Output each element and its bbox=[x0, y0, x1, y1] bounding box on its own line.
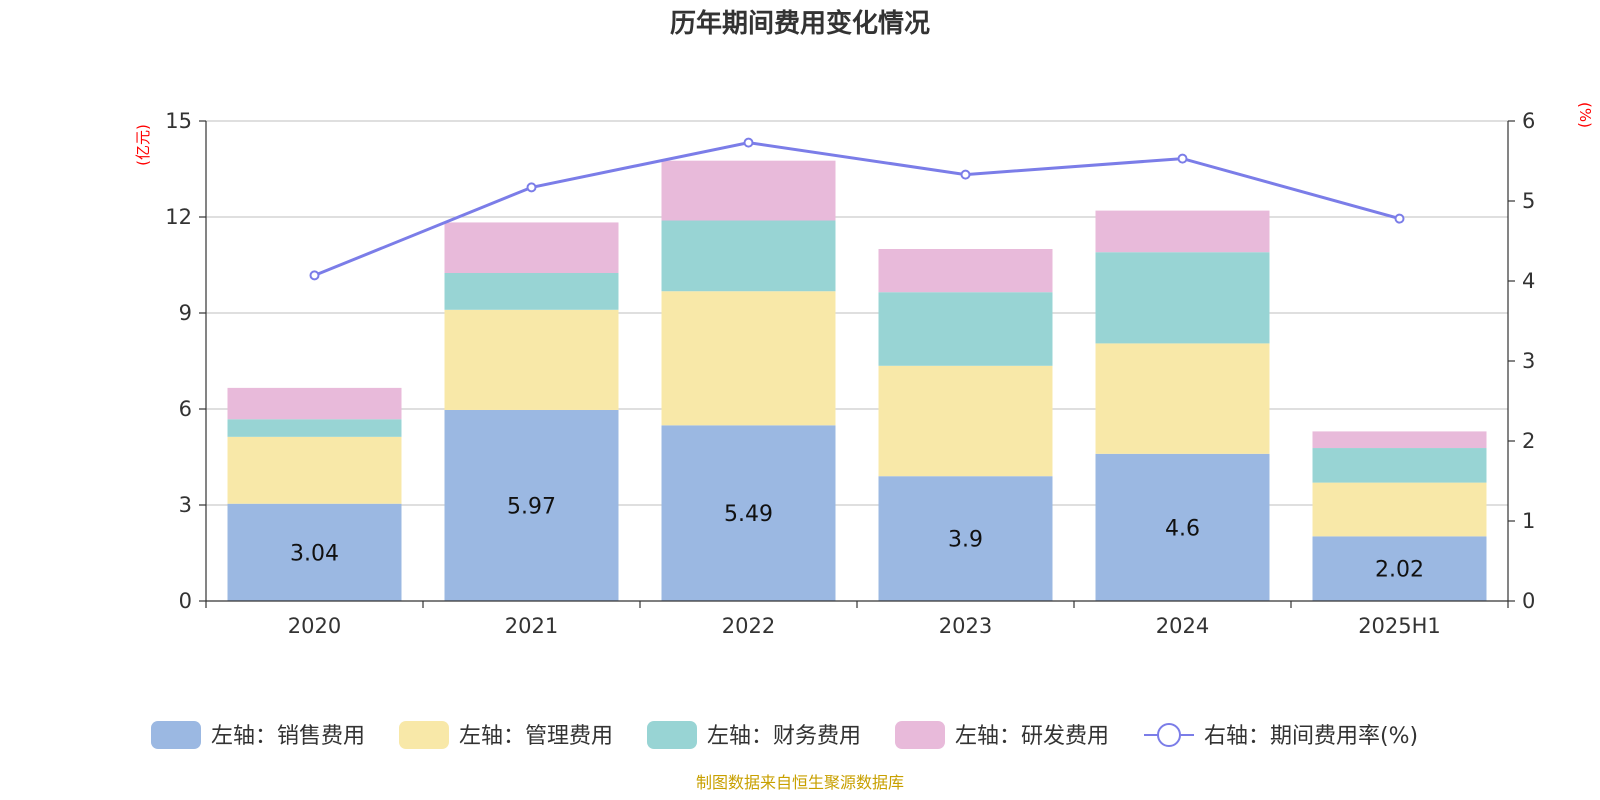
left-tick-label: 3 bbox=[179, 493, 192, 517]
legend-swatch bbox=[895, 721, 945, 749]
legend-marker bbox=[1157, 723, 1181, 747]
bar-segment bbox=[1095, 343, 1270, 454]
bar-segment bbox=[444, 409, 619, 601]
bar-segment bbox=[227, 436, 402, 504]
bar-segment bbox=[1095, 453, 1270, 601]
x-tick-label: 2022 bbox=[722, 614, 775, 638]
legend-swatch bbox=[151, 721, 201, 749]
bar-segment bbox=[1312, 431, 1487, 449]
x-tick-label: 2025H1 bbox=[1358, 614, 1441, 638]
bar-segment bbox=[444, 309, 619, 410]
bar-segment bbox=[1312, 536, 1487, 601]
rate-line-point bbox=[1394, 213, 1405, 224]
bar-segment bbox=[661, 160, 836, 221]
x-tick-label: 2024 bbox=[1156, 614, 1209, 638]
legend-label: 左轴：管理费用 bbox=[459, 724, 613, 749]
left-tick-label: 6 bbox=[179, 397, 192, 421]
bar-segment bbox=[227, 419, 402, 437]
rate-line-point bbox=[526, 182, 537, 193]
rate-line bbox=[309, 137, 1405, 281]
legend-label: 右轴：期间费用率(%) bbox=[1204, 724, 1418, 749]
bar-value-label: 4.6 bbox=[1165, 516, 1200, 541]
bar-segment bbox=[661, 425, 836, 601]
bar-value-label: 3.04 bbox=[290, 541, 339, 566]
bar-segment bbox=[227, 387, 402, 420]
bar-segment bbox=[661, 220, 836, 292]
right-tick-label: 6 bbox=[1522, 109, 1535, 133]
bar-value-label: 5.49 bbox=[724, 502, 773, 527]
chart-title: 历年期间费用变化情况 bbox=[670, 8, 930, 39]
legend: 左轴：销售费用 左轴：管理费用 左轴：财务费用 左轴：研发费用 右轴：期间费用率(%) bbox=[151, 721, 1418, 749]
left-tick-label: 0 bbox=[179, 589, 192, 613]
bar-segment bbox=[878, 249, 1053, 293]
right-axis-unit: (%) bbox=[1576, 102, 1594, 128]
bars bbox=[227, 160, 1487, 601]
legend-swatch bbox=[399, 721, 449, 749]
bar-segment bbox=[227, 503, 402, 601]
grid-lines bbox=[206, 120, 1508, 506]
rate-line-point bbox=[309, 270, 320, 281]
left-tick-label: 15 bbox=[165, 109, 192, 133]
bar-value-label: 5.97 bbox=[507, 494, 556, 519]
bar-segment bbox=[1312, 482, 1487, 537]
bar-segment bbox=[1312, 448, 1487, 483]
bar-segment bbox=[661, 291, 836, 426]
source-note: 制图数据来自恒生聚源数据库 bbox=[696, 773, 904, 792]
rate-line-point bbox=[960, 169, 971, 180]
legend-swatch bbox=[647, 721, 697, 749]
bar-segment bbox=[444, 273, 619, 310]
x-tick-label: 2023 bbox=[939, 614, 992, 638]
right-tick-label: 5 bbox=[1522, 189, 1535, 213]
legend-label: 左轴：研发费用 bbox=[955, 724, 1109, 749]
legend-label: 左轴：财务费用 bbox=[707, 724, 861, 749]
x-tick-label: 2020 bbox=[288, 614, 341, 638]
legend-label: 左轴：销售费用 bbox=[211, 724, 365, 749]
x-tick-label: 2021 bbox=[505, 614, 558, 638]
bar-segment bbox=[878, 476, 1053, 601]
bar-labels: 3.04 5.97 5.49 3.9 4.6 2.02 bbox=[290, 494, 1424, 582]
left-tick-label: 9 bbox=[179, 301, 192, 325]
bar-segment bbox=[878, 365, 1053, 477]
bar-segment bbox=[878, 292, 1053, 366]
bar-segment bbox=[1095, 210, 1270, 253]
right-tick-label: 2 bbox=[1522, 429, 1535, 453]
bar-value-label: 2.02 bbox=[1375, 558, 1424, 583]
right-tick-label: 3 bbox=[1522, 349, 1535, 373]
rate-line-point bbox=[743, 137, 754, 148]
rate-line-path bbox=[313, 141, 1400, 277]
bar-segment bbox=[444, 222, 619, 273]
right-tick-label: 0 bbox=[1522, 589, 1535, 613]
left-axis-unit: (亿元) bbox=[134, 124, 152, 166]
rate-line-point bbox=[1177, 153, 1188, 164]
right-tick-label: 4 bbox=[1522, 269, 1535, 293]
bar-segment bbox=[1095, 252, 1270, 344]
left-tick-label: 12 bbox=[165, 205, 192, 229]
bar-value-label: 3.9 bbox=[948, 528, 983, 553]
right-tick-label: 1 bbox=[1522, 509, 1535, 533]
